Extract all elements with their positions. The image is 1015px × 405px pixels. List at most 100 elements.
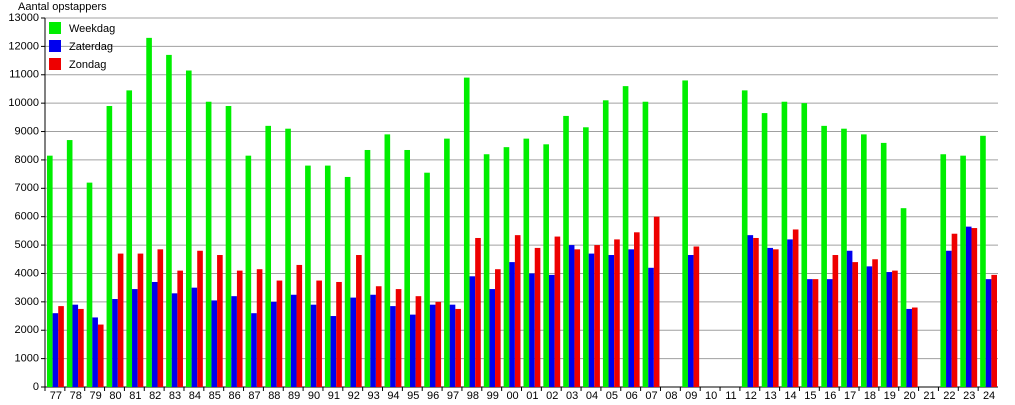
x-tick-label: 84 — [189, 390, 201, 400]
bar — [256, 269, 263, 387]
bar — [177, 270, 183, 387]
bar — [821, 125, 827, 387]
y-tick-label: 6000 — [15, 211, 39, 223]
bar — [171, 293, 178, 387]
legend-swatch — [49, 22, 61, 34]
x-tick-label: 05 — [606, 390, 618, 400]
x-tick-label: 22 — [943, 390, 955, 400]
bar — [747, 235, 754, 387]
bar — [285, 128, 291, 387]
bar — [951, 233, 958, 387]
bar — [900, 208, 907, 387]
bar — [350, 297, 357, 387]
x-tick-label: 07 — [645, 390, 657, 400]
bar — [960, 155, 966, 387]
x-tick-label: 88 — [268, 390, 280, 400]
bar — [225, 105, 232, 387]
bar — [554, 236, 561, 387]
bar — [965, 226, 972, 387]
bar — [687, 255, 694, 387]
bar — [693, 246, 700, 387]
bar — [205, 101, 212, 387]
x-tick-label: 99 — [487, 390, 499, 400]
x-tick-label: 16 — [824, 390, 836, 400]
x-tick-label: 86 — [228, 390, 240, 400]
bar — [106, 105, 113, 387]
bar — [608, 255, 615, 387]
legend-label: Zaterdag — [69, 41, 113, 53]
x-tick-label: 14 — [784, 390, 796, 400]
bar — [548, 274, 555, 387]
bar — [653, 216, 660, 387]
x-tick-label: 24 — [983, 390, 995, 400]
bar — [364, 149, 371, 387]
bar — [197, 250, 203, 387]
x-tick-label: 91 — [328, 390, 340, 400]
bar — [324, 165, 331, 387]
bar — [602, 100, 609, 388]
y-tick-label: 10000 — [8, 97, 39, 109]
bar — [980, 135, 986, 387]
x-tick-label: 93 — [367, 390, 379, 400]
bar — [503, 147, 510, 387]
bar — [390, 306, 396, 387]
x-tick-label: 90 — [308, 390, 320, 400]
bar — [132, 289, 138, 387]
x-tick-label: 12 — [745, 390, 757, 400]
bar — [648, 267, 654, 387]
x-tick-label: 77 — [50, 390, 62, 400]
x-tick-label: 79 — [90, 390, 102, 400]
bar — [583, 127, 589, 388]
bar — [846, 250, 853, 387]
bar — [886, 272, 893, 387]
bar — [86, 182, 93, 387]
bar — [826, 279, 833, 387]
bar — [563, 115, 569, 387]
x-tick-label: 23 — [963, 390, 975, 400]
bar — [211, 300, 218, 387]
y-tick-label: 5000 — [15, 239, 39, 251]
bar — [290, 294, 297, 387]
bar — [375, 286, 382, 387]
bar — [588, 253, 595, 387]
bar — [66, 140, 73, 387]
bar — [166, 54, 172, 388]
bar — [940, 154, 947, 387]
x-tick-label: 94 — [387, 390, 399, 400]
y-tick-label: 4000 — [15, 267, 39, 279]
bar — [543, 144, 549, 387]
bar — [126, 90, 133, 387]
x-tick-label: 89 — [288, 390, 300, 400]
bar — [568, 245, 575, 387]
bar — [872, 259, 878, 387]
bar — [151, 281, 158, 387]
bar — [622, 86, 629, 387]
x-tick-label: 01 — [526, 390, 538, 400]
bar — [435, 301, 442, 387]
x-tick-label: 92 — [348, 390, 360, 400]
y-tick-label: 12000 — [8, 40, 39, 52]
bar — [117, 253, 124, 387]
bar — [642, 101, 649, 387]
bar — [251, 313, 257, 387]
bar — [271, 301, 277, 387]
x-tick-label: 20 — [904, 390, 916, 400]
y-tick-label: 11000 — [9, 69, 39, 81]
x-tick-label: 83 — [169, 390, 181, 400]
bar — [594, 245, 600, 387]
bar — [429, 304, 436, 387]
y-tick-label: 0 — [33, 381, 39, 393]
bar — [316, 280, 322, 387]
y-tick-label: 9000 — [15, 125, 39, 137]
bar — [276, 280, 283, 387]
bar — [455, 308, 461, 387]
bar — [911, 307, 918, 387]
bar — [265, 125, 272, 387]
bar — [185, 70, 192, 387]
bar — [787, 239, 793, 387]
bar — [483, 154, 490, 387]
bar — [852, 262, 859, 387]
bar — [574, 249, 581, 387]
x-tick-label: 85 — [209, 390, 221, 400]
bar — [137, 253, 144, 387]
